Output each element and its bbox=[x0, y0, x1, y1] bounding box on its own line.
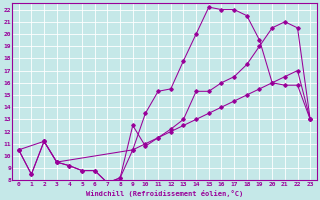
X-axis label: Windchill (Refroidissement éolien,°C): Windchill (Refroidissement éolien,°C) bbox=[86, 190, 243, 197]
